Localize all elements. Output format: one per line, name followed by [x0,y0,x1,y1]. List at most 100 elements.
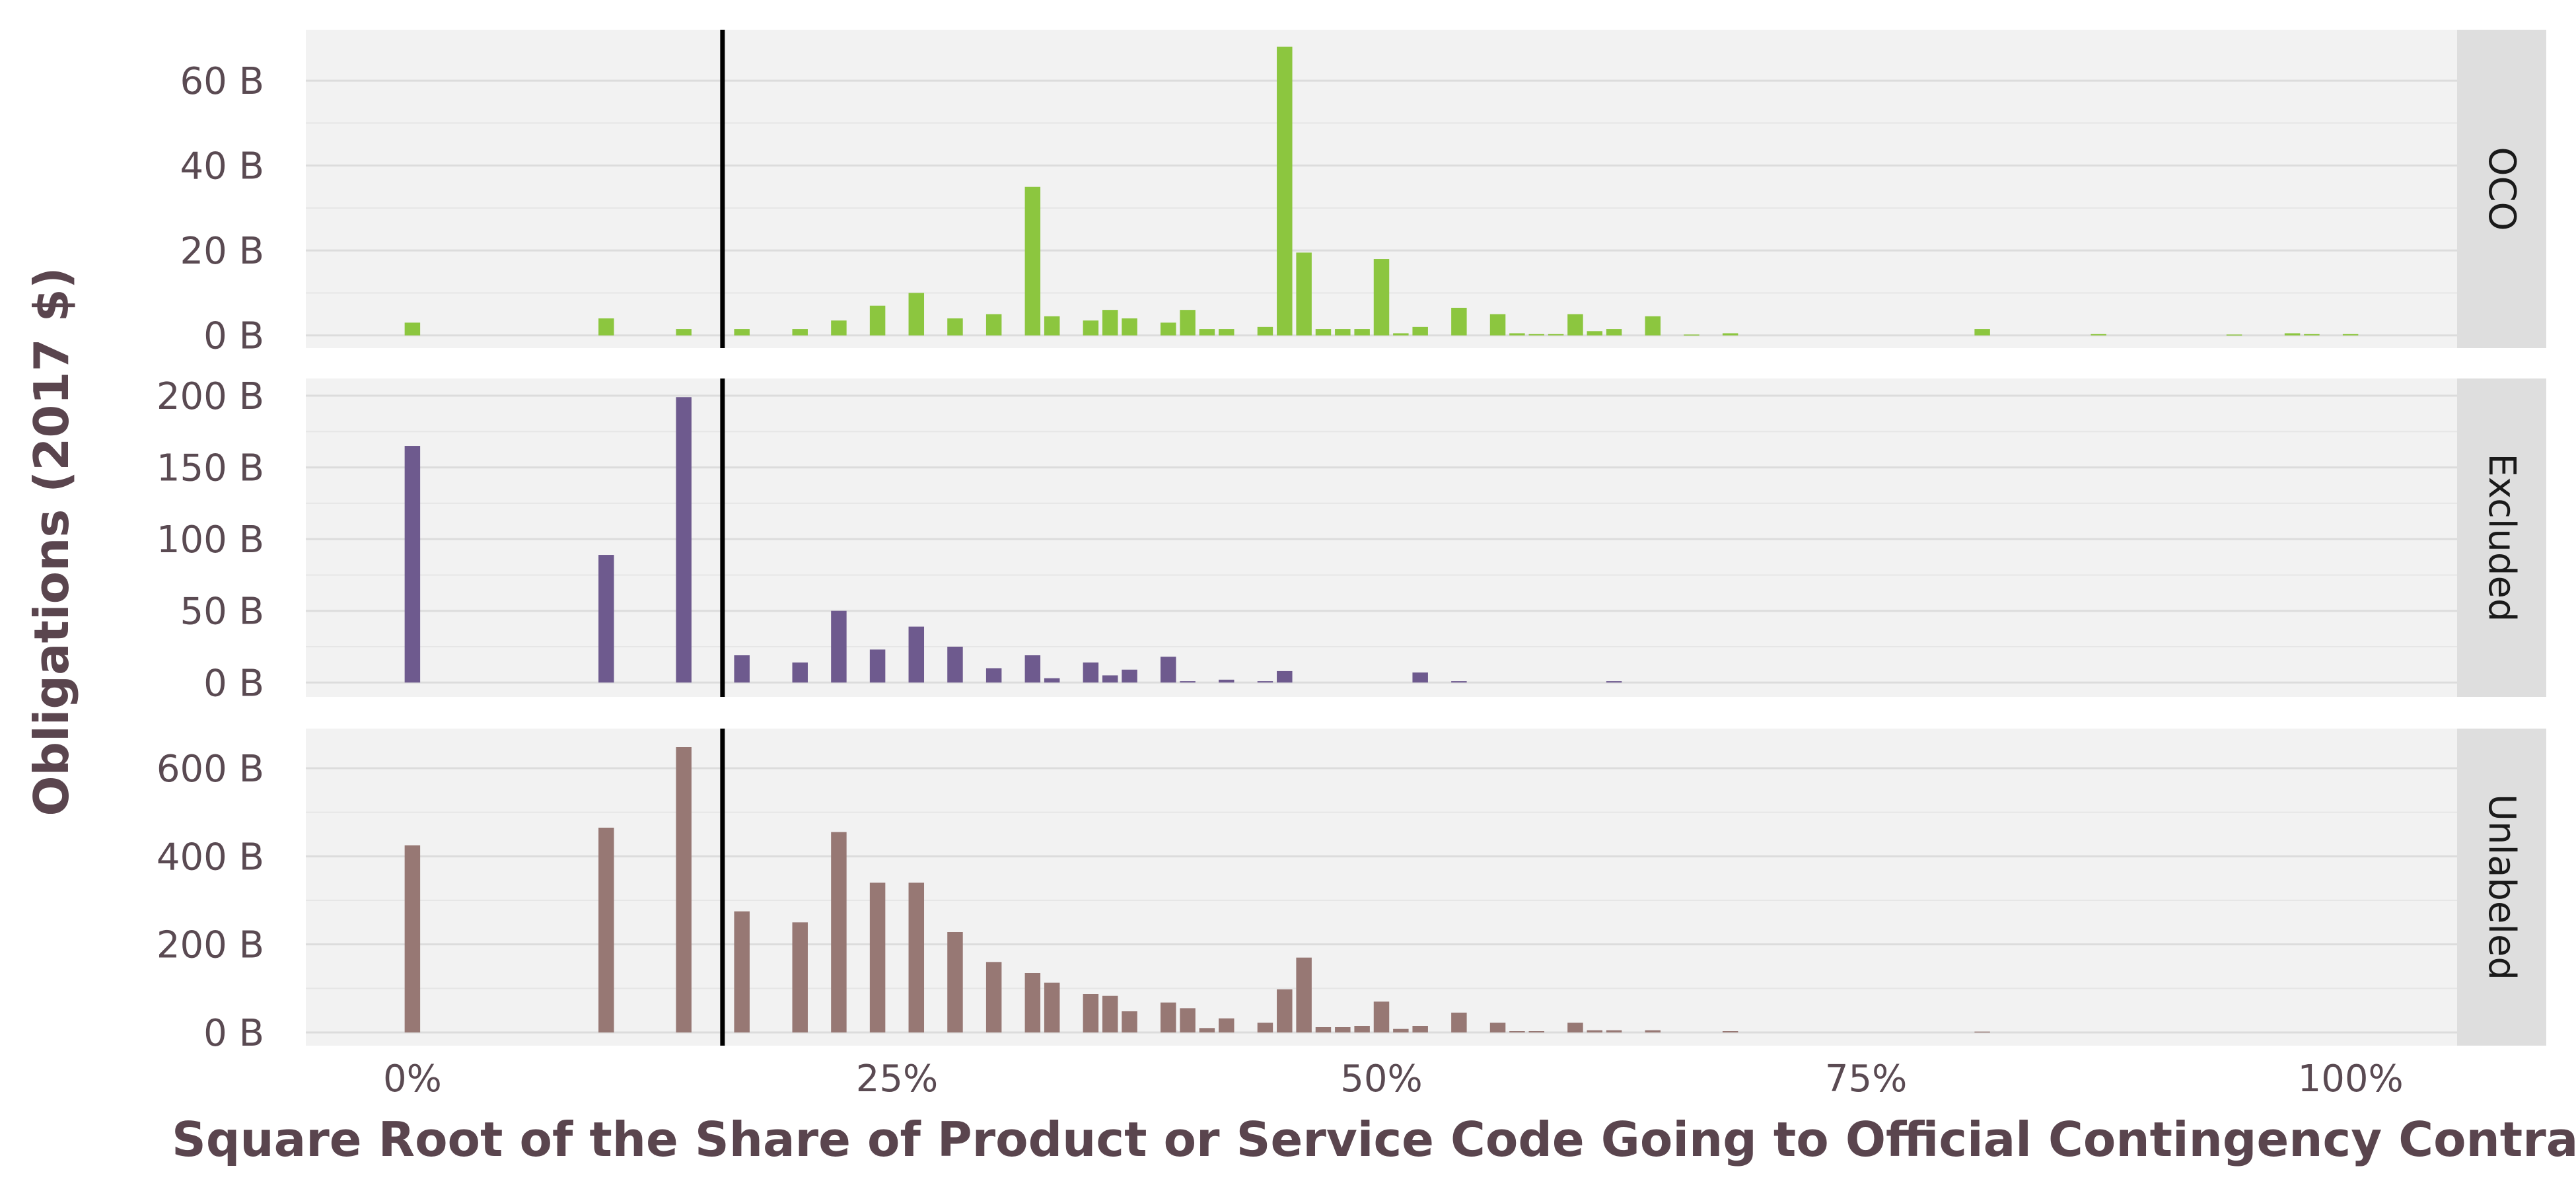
bar-oco [1489,314,1506,336]
bar-unlabeled [1219,1018,1234,1032]
bar-oco [1587,331,1603,336]
bar-unlabeled [1024,973,1041,1032]
bar-oco [831,320,847,336]
bar-unlabeled [1354,1026,1370,1032]
bar-unlabeled [1489,1023,1506,1032]
bar-unlabeled [1102,995,1118,1032]
bar-unlabeled [1722,1031,1738,1032]
bar-oco [1645,316,1661,336]
y-tick-label-excluded: 0 B [203,662,264,705]
bar-oco [1548,334,1564,336]
bar-excluded [985,668,1002,683]
bar-unlabeled [947,932,963,1032]
bar-unlabeled [1122,1011,1137,1032]
bar-oco [1024,186,1041,336]
facet-strip [2457,378,2546,697]
bar-excluded [1044,678,1060,683]
bar-excluded [869,649,886,683]
bar-oco [1335,329,1351,336]
x-tick-label: 100% [2298,1058,2404,1100]
bar-oco [1315,329,1332,336]
bar-excluded [734,655,750,683]
bar-unlabeled [1180,1008,1196,1032]
bar-excluded [1451,681,1467,683]
bar-unlabeled [1645,1030,1661,1032]
y-tick-label-oco: 40 B [180,145,264,188]
bar-oco [1528,334,1544,336]
y-tick-label-unlabeled: 0 B [203,1012,264,1055]
bar-oco [908,293,925,336]
bar-oco [1122,318,1137,336]
bar-oco [1974,329,1990,336]
y-tick-label-excluded: 150 B [157,447,264,490]
bar-excluded [1102,675,1118,683]
bar-oco [1083,320,1099,336]
bar-excluded [1160,657,1176,683]
bar-oco [1199,329,1215,336]
bar-excluded [831,610,847,683]
bar-oco [1296,252,1312,336]
bar-excluded [598,555,614,683]
bar-oco [1180,310,1196,336]
bar-excluded [908,626,925,683]
bar-unlabeled [1160,1002,1176,1032]
bar-oco [1219,329,1234,336]
bar-excluded [1219,679,1234,683]
panel-background-excluded [306,378,2457,697]
bar-oco [1257,326,1273,336]
facet-strip [2457,30,2546,348]
bar-unlabeled [985,962,1002,1032]
bar-oco [1684,334,1699,336]
bar-excluded [1083,662,1099,683]
bar-excluded [1277,670,1293,683]
bar-unlabeled [404,845,421,1032]
y-tick-label-unlabeled: 200 B [157,924,264,967]
bar-oco [1354,329,1370,336]
panel-background-unlabeled [306,729,2457,1046]
y-tick-label-unlabeled: 600 B [157,748,264,791]
bar-unlabeled [1335,1027,1351,1032]
bar-oco [1567,314,1583,336]
bar-unlabeled [1606,1030,1622,1032]
x-tick-label: 50% [1340,1058,1422,1100]
bar-unlabeled [1257,1023,1273,1032]
bar-unlabeled [1083,994,1099,1032]
bar-unlabeled [734,911,750,1032]
facet-label-excluded: Excluded [2480,454,2523,622]
y-tick-label-unlabeled: 400 B [157,836,264,879]
bar-unlabeled [1199,1028,1215,1032]
bar-unlabeled [831,832,847,1032]
y-tick-label-excluded: 50 B [180,591,264,633]
bar-excluded [1412,672,1428,683]
bar-oco [1102,310,1118,336]
facet-label-unlabeled: Unlabeled [2480,794,2523,980]
y-tick-label-excluded: 100 B [157,519,264,561]
bar-excluded [1606,681,1622,683]
bar-oco [1606,329,1622,336]
facet-label-oco: OCO [2480,147,2523,231]
y-axis-title: Obligations (2017 $) [24,267,79,816]
bar-excluded [1122,669,1137,683]
bar-oco [1373,259,1390,336]
bar-oco [1509,333,1525,336]
bar-unlabeled [1277,989,1293,1032]
y-tick-label-oco: 0 B [203,315,264,358]
bar-unlabeled [1296,957,1312,1032]
bar-oco [947,318,963,336]
bar-unlabeled [598,828,614,1032]
bar-oco [1277,46,1293,336]
bar-oco [1722,333,1738,336]
x-axis-title: Square Root of the Share of Product or S… [172,1112,2576,1167]
bar-oco [792,329,808,336]
bar-unlabeled [1587,1030,1603,1032]
bar-excluded [1180,681,1196,683]
x-tick-label: 25% [856,1058,938,1100]
bar-unlabeled [908,883,925,1032]
bar-oco [869,305,886,336]
bar-oco [1393,333,1409,336]
bar-unlabeled [1315,1027,1332,1032]
bar-unlabeled [1044,982,1060,1032]
bar-unlabeled [1412,1026,1428,1032]
facet-strip [2457,729,2546,1046]
